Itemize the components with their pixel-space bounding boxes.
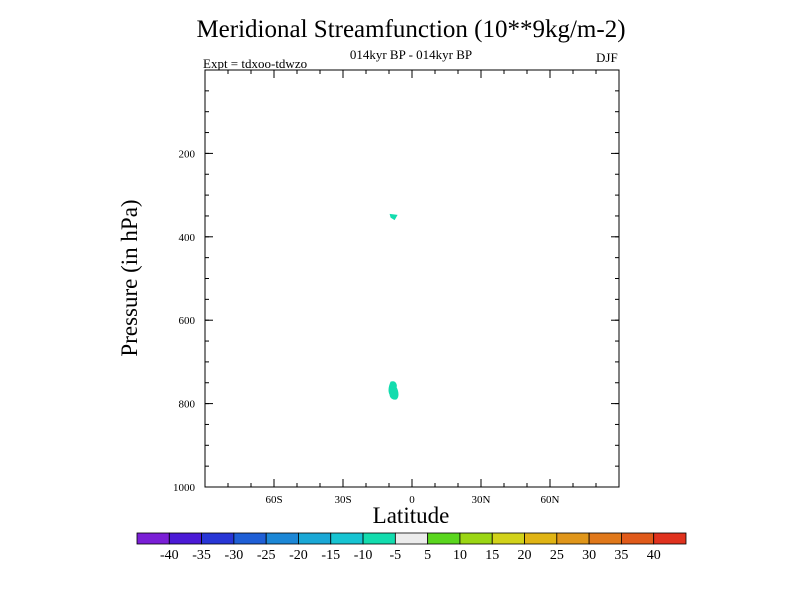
colorbar-swatch — [427, 532, 461, 545]
minor-ticks — [205, 70, 619, 487]
contour-regions — [388, 213, 399, 400]
y-tick-label: 600 — [179, 315, 196, 327]
x-tick-label: 60N — [541, 494, 560, 506]
colorbar-label: -30 — [225, 548, 244, 563]
colorbar-swatch — [621, 532, 655, 545]
x-tick-label: 30N — [472, 494, 491, 506]
colorbar-label: -35 — [192, 548, 211, 563]
colorbar-swatch — [265, 532, 299, 545]
colorbar-swatch — [201, 532, 235, 545]
contour-region — [388, 381, 399, 400]
colorbar-swatch — [459, 532, 493, 545]
colorbar-swatch — [233, 532, 267, 545]
colorbar-label: -15 — [321, 548, 340, 563]
colorbar-swatch — [653, 532, 687, 545]
y-tick-label: 800 — [179, 399, 196, 411]
colorbar-label: -5 — [390, 548, 402, 563]
colorbar-label: 40 — [647, 548, 661, 563]
y-tick-label: 400 — [179, 232, 196, 244]
colorbar-swatch — [491, 532, 525, 545]
tick-labels: 60S 30S 0 30N 60N 200 400 600 800 1000 — [173, 148, 560, 506]
experiment-label: Expt = tdxoo-tdwzo — [203, 56, 308, 71]
x-axis-label: Latitude — [372, 503, 450, 528]
x-tick-label: 60S — [265, 494, 282, 506]
season-label: DJF — [596, 50, 618, 65]
y-tick-label: 200 — [179, 148, 196, 160]
colorbar-label: -40 — [160, 548, 179, 563]
plot-frame — [204, 69, 620, 488]
colorbar-label: 15 — [485, 548, 499, 563]
colorbar-label: 30 — [582, 548, 596, 563]
contour-region — [389, 213, 398, 221]
chart-subtitle: 014kyr BP - 014kyr BP — [349, 47, 473, 62]
x-tick-label: 0 — [409, 494, 415, 506]
major-ticks — [205, 70, 619, 488]
colorbar-label: 25 — [550, 548, 564, 563]
colorbar-swatch — [136, 532, 170, 545]
colorbar-swatch — [330, 532, 364, 545]
colorbar-label: -25 — [257, 548, 276, 563]
chart-title: Meridional Streamfunction (10**9kg/m-2) — [196, 16, 626, 43]
colorbar-swatch — [524, 532, 558, 545]
colorbar-label: -10 — [354, 548, 373, 563]
colorbar-swatch — [556, 532, 590, 545]
colorbar-swatch — [168, 532, 202, 545]
colorbar-swatch — [394, 532, 429, 545]
plot-frame-group — [204, 69, 620, 488]
colorbar-label: 10 — [453, 548, 467, 563]
colorbar-label: -20 — [289, 548, 308, 563]
colorbar-label: 20 — [518, 548, 532, 563]
colorbar-swatch — [588, 532, 622, 545]
y-tick-label: 1000 — [173, 482, 196, 494]
colorbar: -40 -35 -30 -25 -20 -15 -10 -5 5 10 15 20 25 30 35 40 — [136, 532, 687, 563]
colorbar-swatch — [362, 532, 396, 545]
colorbar-label: 5 — [424, 548, 431, 563]
x-tick-label: 30S — [334, 494, 351, 506]
colorbar-swatch — [298, 532, 332, 545]
colorbar-label: 35 — [614, 548, 628, 563]
